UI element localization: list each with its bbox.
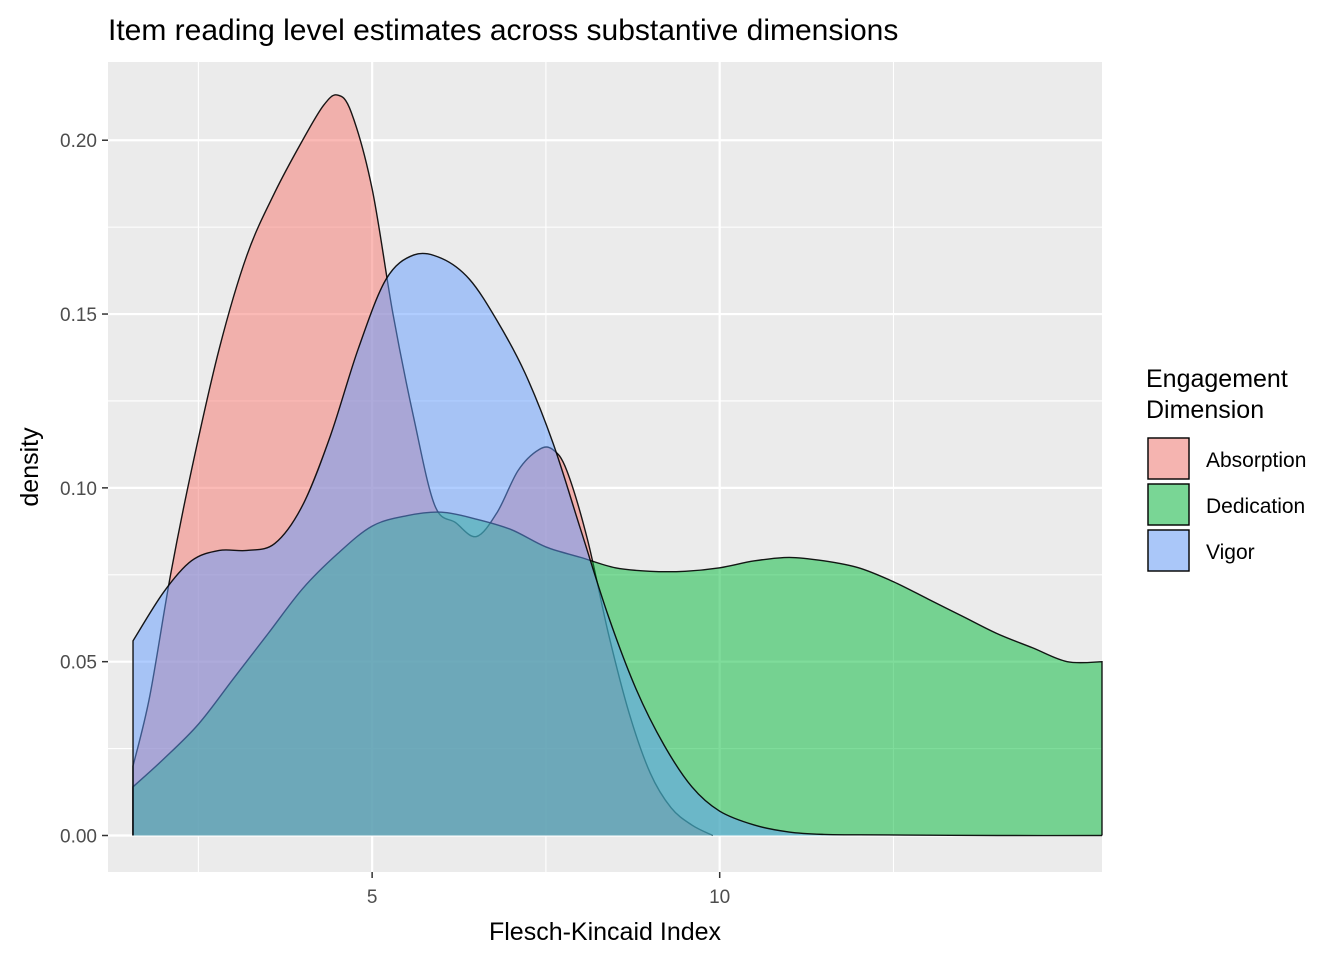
y-axis: 0.00 0.05 0.10 0.15 0.20: [60, 131, 108, 847]
y-tick-label: 0.10: [60, 479, 97, 500]
x-axis-title: Flesch-Kincaid Index: [489, 918, 722, 946]
y-tick-label: 0.00: [60, 826, 97, 847]
y-tick-label: 0.15: [60, 305, 97, 326]
x-tick-label: 5: [367, 887, 378, 908]
legend-swatch-absorption: [1147, 437, 1190, 480]
density-area-vigor: [133, 253, 1102, 836]
y-tick-label: 0.05: [60, 653, 97, 674]
legend: Engagement Dimension Absorption Dedicatio…: [1146, 365, 1306, 572]
x-axis: 5 10: [367, 872, 730, 908]
y-axis-title: density: [16, 427, 44, 507]
legend-swatch-vigor: [1147, 529, 1190, 572]
y-tick-label: 0.20: [60, 131, 97, 152]
chart-title: Item reading level estimates across subs…: [108, 14, 898, 47]
legend-items: Absorption Dedication Vigor: [1147, 437, 1306, 572]
x-tick-label: 10: [709, 887, 730, 908]
legend-swatch-dedication: [1147, 483, 1190, 526]
density-outline-vigor: [132, 252, 1103, 837]
legend-label-absorption: Absorption: [1206, 449, 1306, 472]
legend-label-dedication: Dedication: [1206, 495, 1305, 518]
legend-title-line-1: Engagement: [1146, 365, 1288, 393]
legend-title-line-2: Dimension: [1146, 396, 1264, 424]
legend-label-vigor: Vigor: [1206, 541, 1255, 564]
density-areas: [132, 94, 1103, 837]
